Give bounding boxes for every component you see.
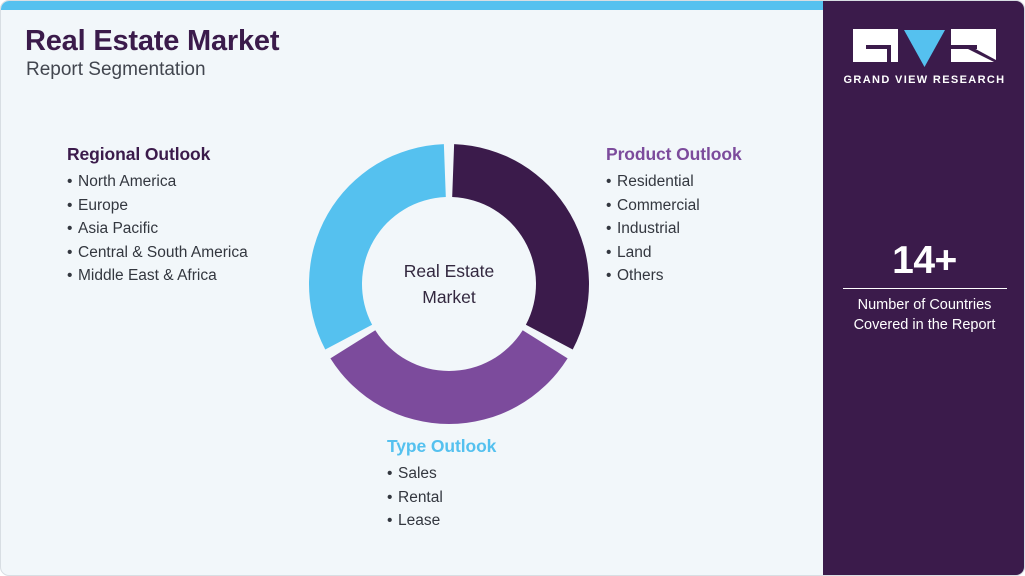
page-title: Real Estate Market	[25, 25, 280, 57]
product-outlook-heading: Product Outlook	[606, 144, 742, 164]
type-outlook-list: Sales Rental Lease	[387, 462, 496, 533]
list-item: Commercial	[606, 194, 742, 218]
list-item: North America	[67, 170, 248, 194]
product-outlook-list: Residential Commercial Industrial Land O…	[606, 170, 742, 288]
regional-outlook-list: North America Europe Asia Pacific Centra…	[67, 170, 248, 288]
list-item: Industrial	[606, 217, 742, 241]
stat-value: 14+	[892, 239, 957, 282]
main-content-area: Real Estate Market Report Segmentation R…	[1, 1, 823, 575]
donut-svg	[309, 144, 589, 424]
donut-segment	[452, 144, 589, 350]
logo-wordmark: GRAND VIEW RESEARCH	[843, 74, 1006, 86]
grand-view-research-logo: GRAND VIEW RESEARCH	[823, 29, 1024, 86]
brand-panel: GRAND VIEW RESEARCH 14+ Number of Countr…	[823, 1, 1024, 575]
list-item: Asia Pacific	[67, 217, 248, 241]
donut-segment	[330, 330, 568, 424]
product-outlook-block: Product Outlook Residential Commercial I…	[606, 144, 742, 288]
list-item: Central & South America	[67, 241, 248, 265]
list-item: Residential	[606, 170, 742, 194]
stat-label: Number of Countries Covered in the Repor…	[853, 297, 996, 333]
list-item: Land	[606, 241, 742, 265]
regional-outlook-block: Regional Outlook North America Europe As…	[67, 144, 248, 288]
list-item: Rental	[387, 486, 496, 510]
page-subtitle: Report Segmentation	[26, 59, 206, 80]
list-item: Others	[606, 264, 742, 288]
list-item: Sales	[387, 462, 496, 486]
top-accent-bar	[1, 1, 823, 10]
donut-segment	[309, 144, 446, 350]
type-outlook-block: Type Outlook Sales Rental Lease	[387, 436, 496, 533]
countries-stat: 14+ Number of Countries Covered in the R…	[823, 239, 1024, 335]
list-item: Lease	[387, 509, 496, 533]
stat-divider	[842, 288, 1007, 289]
segmentation-donut-chart: Real Estate Market	[309, 144, 589, 424]
gvr-mark-icon	[853, 29, 996, 67]
regional-outlook-heading: Regional Outlook	[67, 144, 211, 164]
list-item: Europe	[67, 194, 248, 218]
list-item: Middle East & Africa	[67, 264, 248, 288]
type-outlook-heading: Type Outlook	[387, 436, 497, 456]
